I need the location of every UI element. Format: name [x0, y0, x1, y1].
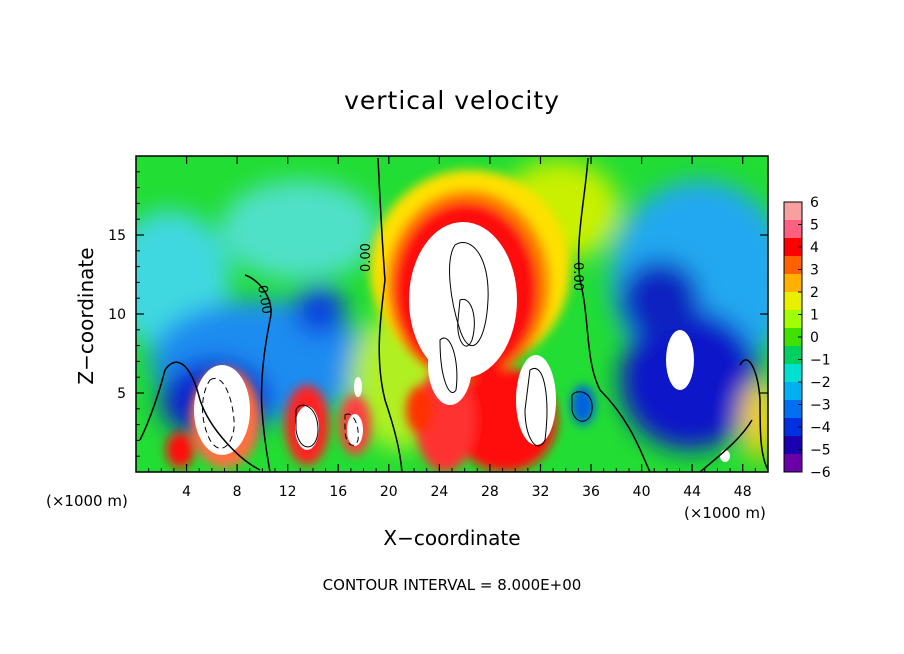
- x-tick-label: 4: [182, 484, 191, 500]
- colorbar-swatch: [784, 274, 802, 293]
- x-unit-label-right: (×1000 m): [684, 504, 766, 522]
- y-axis: 5 10 15: [108, 171, 768, 457]
- chart-title: vertical velocity: [344, 86, 560, 115]
- x-axis: 4 8 12 16 20 24 28 32 36 40 44 48: [148, 156, 756, 500]
- x-tick-label: 28: [481, 484, 499, 500]
- colorbar-tick-label: −6: [810, 465, 831, 481]
- x-tick-label: 36: [582, 484, 600, 500]
- colorbar-swatch: [784, 454, 802, 473]
- contour-interval-note: CONTOUR INTERVAL = 8.000E+00: [322, 576, 582, 594]
- colorbar-swatch: [784, 400, 802, 419]
- colorbar-swatch: [784, 364, 802, 383]
- colorbar-tick-label: 3: [810, 263, 819, 279]
- x-tick-label: 20: [380, 484, 398, 500]
- colorbar-swatch: [784, 436, 802, 455]
- colorbar-swatch: [784, 310, 802, 329]
- x-tick-label: 12: [279, 484, 297, 500]
- x-tick-label: 44: [683, 484, 701, 500]
- colorbar-swatch: [784, 418, 802, 437]
- y-tick-label: 10: [108, 307, 126, 323]
- colorbar-swatch: [784, 346, 802, 365]
- x-tick-label: 32: [532, 484, 550, 500]
- x-tick-label: 16: [329, 484, 347, 500]
- colorbar-tick-label: 1: [810, 308, 819, 324]
- colorbar-tick-label: −3: [810, 398, 831, 414]
- colorbar-swatch: [784, 382, 802, 401]
- x-unit-label: (×1000 m): [46, 492, 128, 510]
- y-axis-label: Z−coordinate: [74, 247, 98, 385]
- heatmap-field: 0.00 0.00 0.00: [136, 156, 768, 472]
- colorbar: 6 5 4 3 2 1 0 −1 −2 −3 −4 −5 −6: [783, 195, 831, 481]
- colorbar-swatch: [784, 328, 802, 347]
- colorbar-tick-label: 6: [810, 195, 819, 211]
- colorbar-swatch: [784, 256, 802, 275]
- colorbar-tick-label: 4: [810, 240, 819, 256]
- colorbar-swatch: [784, 220, 802, 239]
- contour-label: 0.00: [359, 243, 374, 272]
- y-tick-label: 5: [117, 386, 126, 402]
- colorbar-tick-label: 2: [810, 285, 819, 301]
- colorbar-tick-label: −5: [810, 443, 831, 459]
- contour-label: 0.00: [570, 262, 585, 291]
- colorbar-tick-label: −1: [810, 353, 831, 369]
- colorbar-tick-label: 5: [810, 218, 819, 234]
- x-axis-label: X−coordinate: [383, 526, 521, 550]
- x-tick-label: 24: [430, 484, 448, 500]
- contour-label: 0.00: [254, 284, 274, 315]
- colorbar-swatch: [784, 238, 802, 257]
- colorbar-tick-label: −2: [810, 375, 831, 391]
- y-tick-label: 15: [108, 228, 126, 244]
- colorbar-tick-label: −4: [810, 420, 831, 436]
- x-tick-label: 8: [233, 484, 242, 500]
- colorbar-tick-label: 0: [810, 330, 819, 346]
- x-tick-label: 48: [734, 484, 752, 500]
- colorbar-swatch: [784, 292, 802, 311]
- colorbar-swatch: [784, 202, 802, 221]
- x-tick-label: 40: [633, 484, 651, 500]
